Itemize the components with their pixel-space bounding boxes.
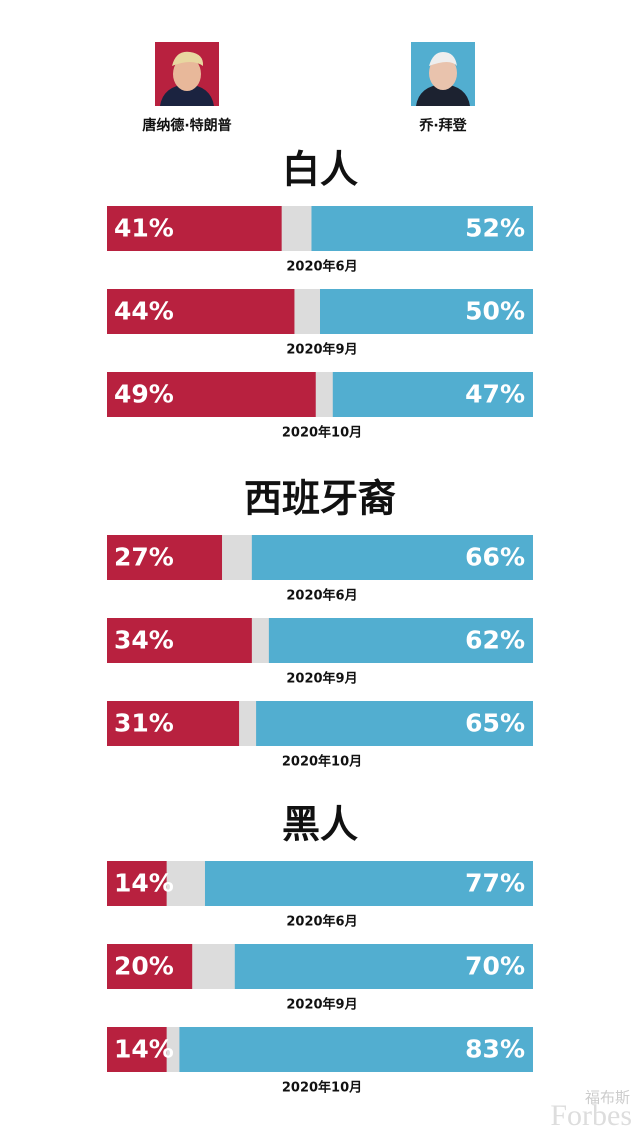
value-label: 14% — [114, 1035, 174, 1064]
value-label: 52% — [465, 214, 525, 243]
value-label: 20% — [114, 952, 174, 981]
bar — [204, 861, 534, 906]
bar — [107, 618, 252, 663]
value-label: 34% — [114, 626, 174, 655]
bar — [268, 618, 533, 663]
group-title: 白人 — [282, 148, 358, 192]
value-label: 83% — [465, 1035, 525, 1064]
bar — [234, 944, 534, 989]
bar — [107, 206, 282, 251]
value-label: 14% — [114, 869, 174, 898]
bar — [107, 861, 167, 906]
bar — [107, 535, 223, 580]
category-label: 2020年9月 — [286, 997, 357, 1013]
bar — [332, 372, 533, 417]
bar — [107, 1027, 167, 1072]
bar — [107, 701, 240, 746]
category-label: 2020年6月 — [286, 914, 357, 930]
bar — [320, 289, 533, 334]
value-label: 50% — [465, 297, 525, 326]
value-label: 27% — [114, 543, 174, 572]
value-label: 41% — [114, 214, 174, 243]
value-label: 47% — [465, 380, 525, 409]
legend-label: 唐纳德·特朗普 — [142, 117, 231, 134]
bar — [107, 944, 193, 989]
bar — [251, 535, 533, 580]
watermark-en: Forbes — [550, 1099, 632, 1132]
value-label: 65% — [465, 709, 525, 738]
group-title: 西班牙裔 — [244, 477, 396, 521]
bar — [107, 289, 295, 334]
value-label: 70% — [465, 952, 525, 981]
category-label: 2020年9月 — [286, 342, 357, 358]
category-label: 2020年6月 — [286, 259, 357, 275]
biden-photo — [411, 42, 475, 106]
watermark-cn: 福布斯 — [585, 1089, 630, 1107]
value-label: 77% — [465, 869, 525, 898]
category-label: 2020年10月 — [282, 1080, 362, 1096]
value-label: 66% — [465, 543, 525, 572]
category-label: 2020年10月 — [282, 425, 362, 441]
bar — [256, 701, 533, 746]
trump-photo — [155, 42, 219, 106]
group-title: 黑人 — [282, 803, 358, 847]
value-label: 62% — [465, 626, 525, 655]
category-label: 2020年10月 — [282, 754, 362, 770]
bar — [107, 372, 316, 417]
category-label: 2020年9月 — [286, 671, 357, 687]
bar — [311, 206, 533, 251]
value-label: 31% — [114, 709, 174, 738]
category-label: 2020年6月 — [286, 588, 357, 604]
bar — [179, 1027, 534, 1072]
legend-label: 乔·拜登 — [418, 117, 467, 134]
value-label: 49% — [114, 380, 174, 409]
value-label: 44% — [114, 297, 174, 326]
